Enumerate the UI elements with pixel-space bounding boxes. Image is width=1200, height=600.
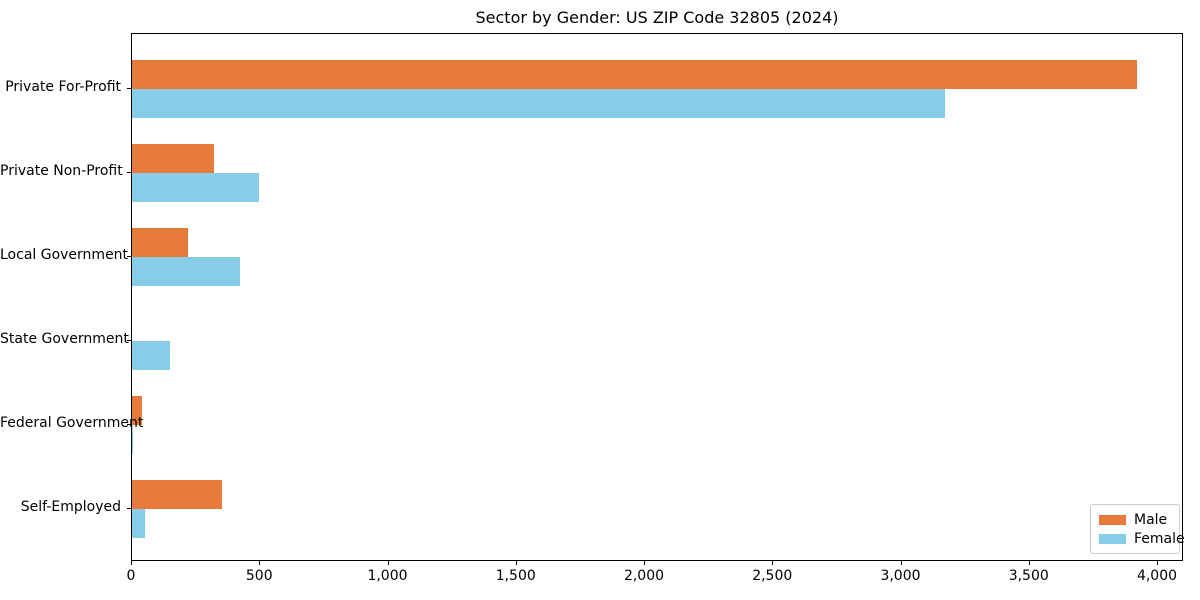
- female-bar-1: [132, 89, 945, 118]
- legend-entry-female: Female: [1099, 529, 1185, 548]
- female-swatch: [1099, 533, 1126, 544]
- y-tick-mark: [127, 508, 131, 509]
- x-tick-label: 1,000: [367, 568, 408, 584]
- y-tick-label: Private For-Profit: [5, 79, 121, 95]
- legend-label-female: Female: [1134, 530, 1185, 547]
- x-tick-mark: [1157, 561, 1158, 565]
- female-bar-3: [132, 257, 240, 286]
- x-tick-mark: [131, 561, 132, 565]
- y-tick-mark: [127, 424, 131, 425]
- female-bar-5: [132, 425, 133, 454]
- x-tick-mark: [259, 561, 261, 565]
- male-bar-1: [132, 60, 1137, 89]
- y-tick-label: State Government: [0, 331, 129, 347]
- x-tick-label: 2,000: [623, 568, 665, 584]
- y-tick-mark: [127, 340, 131, 341]
- chart-title: Sector by Gender: US ZIP Code 32805 (202…: [475, 8, 839, 27]
- x-tick-label: 500: [245, 568, 273, 584]
- x-tick-mark: [900, 561, 902, 565]
- x-tick-label: 0: [126, 568, 136, 584]
- x-tick-label: 3,500: [1008, 568, 1049, 584]
- y-tick-mark: [127, 256, 131, 257]
- x-tick-mark: [644, 561, 645, 565]
- x-tick-mark: [387, 561, 389, 565]
- female-bar-4: [132, 341, 170, 370]
- y-tick-label: Private Non-Profit: [0, 163, 123, 179]
- female-bar-2: [132, 173, 259, 202]
- y-tick-label: Federal Government: [0, 415, 144, 431]
- male-bar-6: [132, 480, 222, 509]
- y-tick-mark: [127, 88, 131, 89]
- legend-entry-male: Male: [1099, 510, 1179, 529]
- x-tick-mark: [1028, 561, 1030, 565]
- legend-label-male: Male: [1134, 511, 1168, 528]
- x-tick-mark: [515, 561, 517, 565]
- x-tick-mark: [772, 561, 774, 565]
- male-bar-5: [132, 396, 142, 425]
- y-tick-mark: [127, 172, 131, 173]
- x-tick-label: 3,000: [880, 568, 921, 584]
- male-swatch: [1099, 514, 1126, 525]
- male-bar-2: [132, 144, 214, 173]
- legend: Male Female: [1090, 504, 1185, 554]
- plot-area: Male Female: [131, 33, 1185, 561]
- x-tick-label: 4,000: [1136, 568, 1178, 584]
- female-bar-6: [132, 509, 145, 538]
- x-tick-label: 1,500: [495, 568, 536, 584]
- male-bar-3: [132, 228, 188, 257]
- x-tick-label: 2,500: [752, 568, 793, 584]
- y-tick-label: Self-Employed: [20, 499, 121, 515]
- y-tick-label: Local Government: [0, 247, 129, 263]
